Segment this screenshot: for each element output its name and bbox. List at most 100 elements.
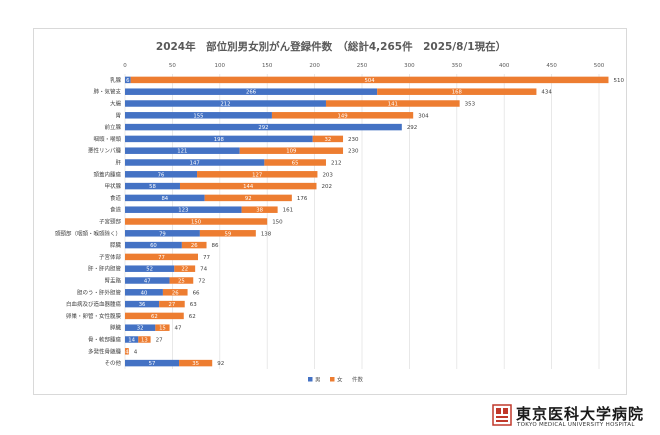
x-tick-label: 0 bbox=[123, 63, 127, 69]
data-label-total: 138 bbox=[261, 231, 272, 237]
legend-label-total: 件数 bbox=[352, 376, 364, 384]
bar-female bbox=[130, 76, 609, 84]
data-label-total: 353 bbox=[465, 102, 476, 108]
data-label-female: 65 bbox=[292, 161, 299, 167]
category-label: 肝・肝内胆管 bbox=[88, 265, 122, 273]
data-label-male: 266 bbox=[246, 90, 257, 96]
bar-male bbox=[125, 112, 272, 119]
data-label-male: 121 bbox=[177, 149, 187, 155]
category-label: 食道 bbox=[110, 206, 122, 214]
bar-male bbox=[125, 88, 378, 95]
data-label-total: 74 bbox=[200, 267, 207, 273]
bar-male bbox=[125, 206, 242, 213]
category-label: 悪性リンパ腫 bbox=[88, 147, 122, 155]
hospital-emblem-icon bbox=[492, 404, 512, 426]
bar-female bbox=[162, 289, 188, 296]
data-label-total: 92 bbox=[217, 361, 224, 367]
data-label-female: 109 bbox=[286, 149, 296, 155]
bar-male bbox=[125, 289, 163, 296]
x-tick-label: 450 bbox=[546, 63, 557, 69]
category-label: 卵巣・卵管・女性腹膜 bbox=[66, 312, 122, 320]
data-label-female: 141 bbox=[388, 102, 398, 108]
category-label: 多発性骨髄腫 bbox=[88, 347, 122, 355]
data-label-female: 59 bbox=[224, 231, 231, 237]
data-label-male: 155 bbox=[193, 113, 203, 119]
chart-title: 2024年 部位別男女別がん登録件数 （総計4,265件 2025/8/1現在） bbox=[155, 41, 507, 53]
bar-female bbox=[169, 277, 194, 284]
data-label-male: 123 bbox=[178, 208, 188, 214]
data-label-female: 150 bbox=[191, 220, 202, 226]
category-label: その他 bbox=[104, 359, 121, 367]
data-label-male: 14 bbox=[128, 338, 135, 344]
data-label-total: 161 bbox=[283, 208, 294, 214]
bar-female bbox=[271, 112, 414, 119]
category-label: 甲状腺 bbox=[104, 182, 121, 190]
bar-female bbox=[138, 336, 151, 343]
data-label-female: 4 bbox=[125, 349, 129, 355]
x-tick-label: 400 bbox=[499, 63, 510, 69]
x-tick-label: 200 bbox=[309, 63, 320, 69]
data-label-male: 52 bbox=[146, 267, 153, 273]
data-label-female: 26 bbox=[191, 243, 198, 249]
data-label-male: 36 bbox=[139, 302, 146, 308]
category-label: 頭頸部（咽頭・喉頭除く） bbox=[55, 229, 121, 237]
x-tick-label: 150 bbox=[262, 63, 273, 69]
legend-swatch-female bbox=[330, 377, 335, 382]
legend-label-male: 男 bbox=[315, 377, 321, 384]
data-label-total: 203 bbox=[322, 172, 333, 178]
data-label-total: 230 bbox=[348, 137, 359, 143]
x-tick-label: 100 bbox=[215, 63, 226, 69]
data-label-female: 77 bbox=[158, 255, 165, 261]
stacked-bar-chart: 0 50 100 150 200 250 300 350 400 450 500 乳腺 6 504 510 肺… bbox=[55, 63, 624, 384]
data-label-total: 212 bbox=[331, 161, 342, 167]
data-label-total: 150 bbox=[272, 220, 283, 226]
category-label: 膵臓 bbox=[110, 241, 122, 249]
data-label-total: 176 bbox=[297, 196, 308, 202]
data-label-female: 504 bbox=[365, 78, 376, 84]
data-label-total: 47 bbox=[175, 326, 182, 332]
category-label: 子宮頸部 bbox=[99, 218, 122, 226]
bar-female bbox=[125, 312, 184, 320]
bar-male bbox=[125, 123, 402, 131]
data-label-male: 60 bbox=[150, 243, 157, 249]
bar-male bbox=[125, 194, 205, 202]
bar-male bbox=[125, 300, 160, 308]
data-label-female: 32 bbox=[324, 137, 331, 143]
data-label-female: 22 bbox=[181, 267, 188, 273]
x-tick-label: 300 bbox=[404, 63, 415, 69]
data-label-total: 66 bbox=[193, 290, 200, 296]
data-label-female: 13 bbox=[141, 338, 148, 344]
bar-female bbox=[204, 194, 292, 202]
bar-female bbox=[312, 135, 344, 143]
category-label: 前立腺 bbox=[104, 123, 121, 131]
data-label-male: 32 bbox=[137, 326, 144, 332]
category-label: 咽頭・喉頭 bbox=[93, 135, 121, 143]
data-label-female: 144 bbox=[243, 184, 254, 190]
data-label-total: 86 bbox=[212, 243, 219, 249]
bar-male bbox=[125, 336, 139, 343]
category-label: 腎盂路 bbox=[104, 277, 121, 285]
data-label-total: 4 bbox=[134, 349, 138, 355]
data-label-total: 292 bbox=[407, 125, 418, 131]
category-label: 肝 bbox=[115, 160, 121, 167]
bar-male bbox=[125, 277, 170, 284]
hospital-logo: 東京医科大学病院 TOKYO MEDICAL UNIVERSITY HOSPIT… bbox=[492, 402, 652, 432]
x-tick-label: 50 bbox=[169, 63, 176, 69]
data-label-female: 25 bbox=[178, 279, 185, 285]
category-label: 白血病及び造血器腫瘍 bbox=[66, 300, 122, 308]
data-label-male: 58 bbox=[149, 184, 156, 190]
bar-male bbox=[125, 159, 265, 166]
category-label: 肺・気管支 bbox=[93, 88, 121, 96]
data-label-total: 304 bbox=[418, 113, 429, 119]
data-label-total: 62 bbox=[189, 314, 196, 320]
data-label-male: 198 bbox=[214, 137, 225, 143]
category-label: 頭蓋内腫瘍 bbox=[93, 170, 121, 178]
data-label-total: 72 bbox=[198, 279, 205, 285]
data-label-female: 168 bbox=[452, 90, 463, 96]
bar-female bbox=[125, 218, 268, 225]
data-label-total: 230 bbox=[348, 149, 359, 155]
hospital-name-jp: 東京医科大学病院 bbox=[516, 405, 645, 423]
data-label-female: 15 bbox=[159, 326, 166, 332]
category-label: 乳腺 bbox=[110, 76, 122, 84]
data-label-male: 57 bbox=[149, 361, 156, 367]
